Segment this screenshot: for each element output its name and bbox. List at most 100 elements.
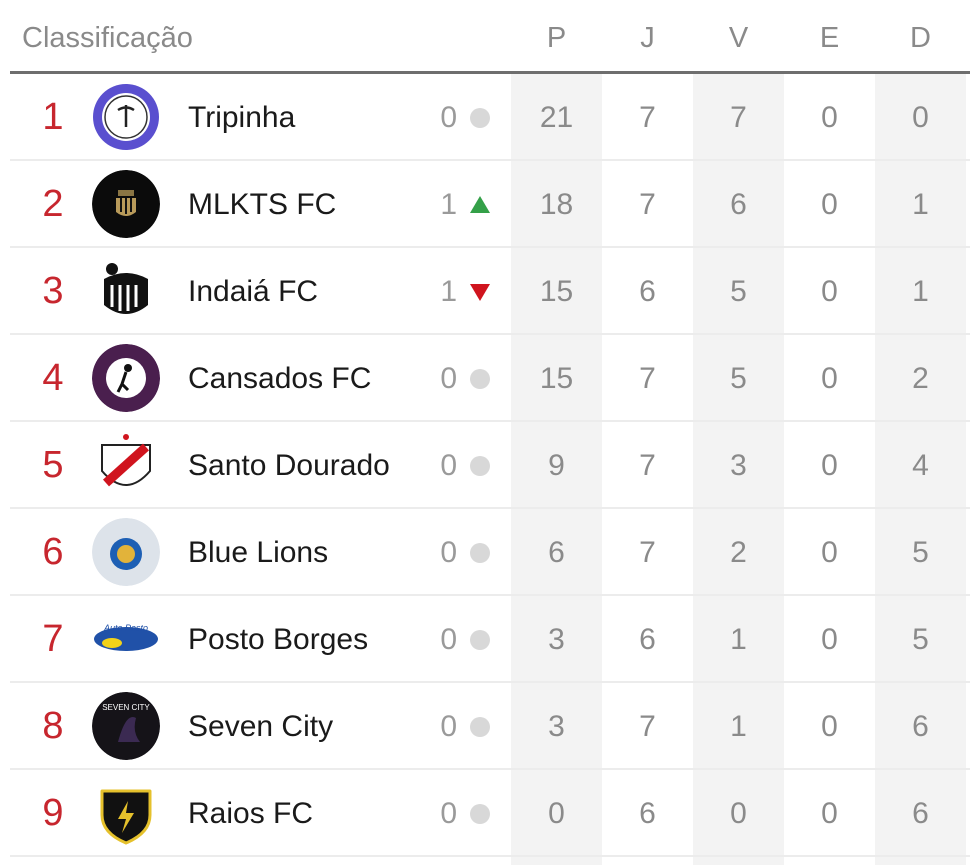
stat-d: 5 xyxy=(912,536,929,569)
stat-j: 7 xyxy=(639,710,656,743)
stat-d: 1 xyxy=(912,275,929,308)
stat-d: 4 xyxy=(912,449,929,482)
standings-table: 1 Tripinha 0 21 7 7 0 0 2 MLKTS FC 1 18 7 6 0 1 3 In… xyxy=(10,74,970,857)
team-logo xyxy=(92,344,160,412)
column-header-p[interactable]: P xyxy=(546,22,567,54)
rank: 7 xyxy=(42,618,64,660)
stat-d: 5 xyxy=(912,623,929,656)
rank: 9 xyxy=(42,792,64,834)
stat-p: 0 xyxy=(548,797,565,830)
stat-v: 5 xyxy=(730,362,747,395)
stat-e: 0 xyxy=(821,101,838,134)
stat-d: 6 xyxy=(912,710,929,743)
column-shade-d xyxy=(875,74,966,865)
svg-text:SEVEN CITY: SEVEN CITY xyxy=(102,703,150,712)
rank: 1 xyxy=(42,96,64,138)
column-header-e[interactable]: E xyxy=(819,22,840,54)
stat-j: 7 xyxy=(639,101,656,134)
stat-j: 7 xyxy=(639,188,656,221)
stat-d: 6 xyxy=(912,797,929,830)
team-name[interactable]: Tripinha xyxy=(188,101,296,134)
table-row[interactable]: 8 SEVEN CITY Seven City 0 3 7 1 0 6 xyxy=(10,683,970,770)
stat-e: 0 xyxy=(821,449,838,482)
no-change-dot-icon xyxy=(470,456,490,476)
team-name[interactable]: Posto Borges xyxy=(188,623,369,656)
column-shade-p xyxy=(511,74,602,865)
stat-j: 7 xyxy=(639,536,656,569)
position-change: 0 xyxy=(440,101,457,134)
svg-text:Auto Posto: Auto Posto xyxy=(103,623,148,633)
stat-d: 1 xyxy=(912,188,929,221)
stat-p: 3 xyxy=(548,623,565,656)
table-header: Classificação P J V E D xyxy=(0,0,970,72)
position-change: 1 xyxy=(440,188,457,221)
stat-j: 7 xyxy=(639,449,656,482)
team-name[interactable]: Indaiá FC xyxy=(188,275,319,308)
stat-v: 1 xyxy=(730,623,747,656)
table-row[interactable]: 2 MLKTS FC 1 18 7 6 0 1 xyxy=(10,161,970,248)
stat-e: 0 xyxy=(821,797,838,830)
arrow-up-icon xyxy=(470,196,490,213)
position-change: 0 xyxy=(440,710,457,743)
table-row[interactable]: 9 Raios FC 0 0 6 0 0 6 xyxy=(10,770,970,857)
table-title: Classificação xyxy=(22,22,193,54)
stat-j: 6 xyxy=(639,797,656,830)
team-name[interactable]: MLKTS FC xyxy=(188,188,337,221)
rank: 2 xyxy=(42,183,64,225)
stat-v: 0 xyxy=(730,797,747,830)
stat-v: 1 xyxy=(730,710,747,743)
rank: 8 xyxy=(42,705,64,747)
position-change: 1 xyxy=(440,275,457,308)
rank: 6 xyxy=(42,531,64,573)
column-header-d[interactable]: D xyxy=(910,22,931,54)
position-change: 0 xyxy=(440,797,457,830)
team-name[interactable]: Raios FC xyxy=(188,797,314,830)
no-change-dot-icon xyxy=(470,804,490,824)
stat-p: 15 xyxy=(539,362,574,395)
no-change-dot-icon xyxy=(470,543,490,563)
rank: 3 xyxy=(42,270,64,312)
arrow-down-icon xyxy=(470,284,490,301)
team-logo xyxy=(92,779,160,847)
team-logo: Auto Posto xyxy=(92,605,160,673)
team-name[interactable]: Santo Dourado xyxy=(188,449,390,482)
stat-p: 15 xyxy=(539,275,574,308)
position-change: 0 xyxy=(440,362,457,395)
header-divider xyxy=(10,71,970,74)
team-logo xyxy=(92,431,160,499)
stat-v: 6 xyxy=(730,188,747,221)
no-change-dot-icon xyxy=(470,630,490,650)
team-name[interactable]: Cansados FC xyxy=(188,362,372,395)
position-change: 0 xyxy=(440,536,457,569)
position-change: 0 xyxy=(440,623,457,656)
stat-p: 21 xyxy=(539,101,574,134)
stat-e: 0 xyxy=(821,275,838,308)
table-row[interactable]: 6 Blue Lions 0 6 7 2 0 5 xyxy=(10,509,970,596)
stat-e: 0 xyxy=(821,536,838,569)
stat-p: 6 xyxy=(548,536,565,569)
position-change: 0 xyxy=(440,449,457,482)
team-logo: SEVEN CITY xyxy=(92,692,160,760)
stat-j: 7 xyxy=(639,362,656,395)
rank: 4 xyxy=(42,357,64,399)
table-row[interactable]: 7 Auto Posto Posto Borges 0 3 6 1 0 5 xyxy=(10,596,970,683)
stat-p: 18 xyxy=(539,188,574,221)
stat-v: 7 xyxy=(730,101,747,134)
team-name[interactable]: Seven City xyxy=(188,710,334,743)
team-logo xyxy=(92,518,160,586)
table-row[interactable]: 5 Santo Dourado 0 9 7 3 0 4 xyxy=(10,422,970,509)
table-row[interactable]: 1 Tripinha 0 21 7 7 0 0 xyxy=(10,74,970,161)
table-row[interactable]: 3 Indaiá FC 1 15 6 5 0 1 xyxy=(10,248,970,335)
table-row[interactable]: 4 Cansados FC 0 15 7 5 0 2 xyxy=(10,335,970,422)
stat-e: 0 xyxy=(821,623,838,656)
stat-v: 5 xyxy=(730,275,747,308)
stat-j: 6 xyxy=(639,275,656,308)
column-header-j[interactable]: J xyxy=(640,22,655,54)
stat-d: 2 xyxy=(912,362,929,395)
no-change-dot-icon xyxy=(470,369,490,389)
team-name[interactable]: Blue Lions xyxy=(188,536,329,569)
column-header-v[interactable]: V xyxy=(728,22,749,54)
stat-e: 0 xyxy=(821,710,838,743)
stat-d: 0 xyxy=(912,101,929,134)
no-change-dot-icon xyxy=(470,108,490,128)
